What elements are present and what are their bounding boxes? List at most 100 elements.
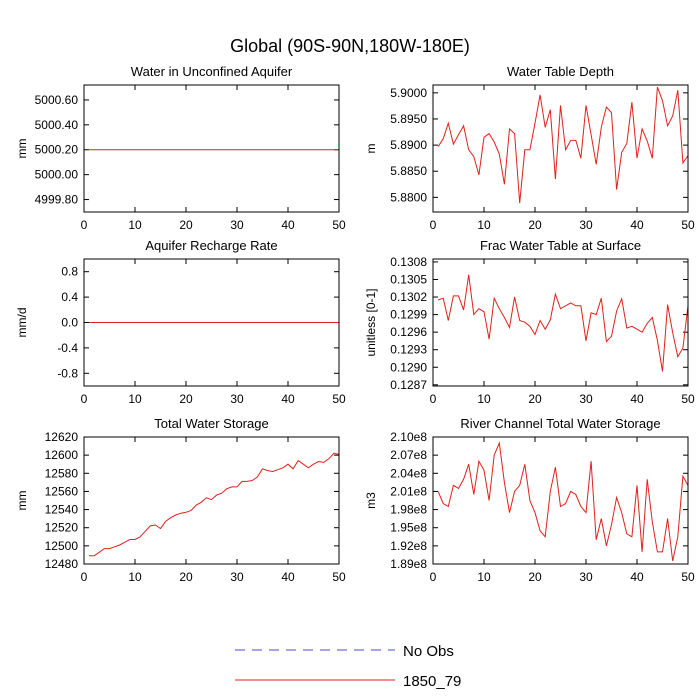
x-tick-label: 10 — [128, 392, 142, 406]
chart-panel-3: Aquifer Recharge Rate 0 10 20 30 40 50 -0.8 -0.4… — [15, 238, 346, 406]
x-tick-label: 40 — [630, 392, 644, 406]
y-axis-label: unitless [0-1] — [364, 288, 378, 356]
x-tick-label: 20 — [528, 218, 542, 232]
x-tick-label: 50 — [332, 218, 346, 232]
x-tick-label: 0 — [430, 570, 437, 584]
series-line-1850_79 — [437, 441, 689, 562]
y-tick-label: 1.95e8 — [390, 521, 427, 535]
x-tick-label: 20 — [528, 392, 542, 406]
y-tick-label: 0.1296 — [390, 325, 427, 339]
x-tick-label: 40 — [281, 392, 295, 406]
x-tick-label: 10 — [477, 570, 491, 584]
x-tick-label: 10 — [477, 392, 491, 406]
y-axis-label: m — [364, 144, 378, 154]
x-tick-label: 50 — [681, 392, 695, 406]
y-axis-label: mm — [15, 491, 29, 511]
y-tick-label: 12600 — [45, 448, 79, 462]
chart-title: Water Table Depth — [507, 64, 614, 79]
x-tick-label: 10 — [477, 218, 491, 232]
y-tick-label: 5000.00 — [35, 168, 79, 182]
chart-panel-6: River Channel Total Water Storage 0 10 20 30… — [364, 416, 695, 584]
x-tick-label: 30 — [579, 570, 593, 584]
y-tick-label: 0.1302 — [390, 290, 427, 304]
plot-frame — [83, 436, 340, 565]
y-tick-label: 1.89e8 — [390, 557, 427, 571]
legend-label-no-obs: No Obs — [403, 643, 454, 660]
x-tick-label: 0 — [81, 218, 88, 232]
plot-frame — [432, 436, 689, 565]
legend-label-1850-79: 1850_79 — [403, 673, 461, 690]
y-tick-label: 12480 — [45, 557, 79, 571]
x-tick-label: 40 — [630, 570, 644, 584]
x-tick-label: 20 — [179, 392, 193, 406]
x-tick-label: 50 — [332, 392, 346, 406]
x-tick-label: 40 — [281, 218, 295, 232]
series-line-1850_79 — [437, 86, 689, 204]
series-line-1850_79 — [89, 452, 340, 557]
legend: No Obs 1850_79 — [235, 643, 461, 690]
chart-title: Aquifer Recharge Rate — [145, 238, 277, 253]
y-tick-label: 5000.60 — [35, 93, 79, 107]
x-tick-label: 0 — [81, 392, 88, 406]
y-tick-label: 0.1299 — [390, 308, 427, 322]
x-tick-label: 10 — [128, 570, 142, 584]
y-tick-label: 5.8900 — [390, 138, 427, 152]
x-tick-label: 30 — [579, 392, 593, 406]
plot-frame — [432, 258, 689, 387]
plot-frame — [83, 84, 340, 213]
series-line-1850_79 — [437, 274, 689, 372]
y-tick-label: 5.9000 — [390, 86, 427, 100]
y-tick-label: 12500 — [45, 539, 79, 553]
y-tick-label: 1.92e8 — [390, 539, 427, 553]
y-tick-label: 2.04e8 — [390, 466, 427, 480]
chart-title: Water in Unconfined Aquifer — [131, 64, 293, 79]
x-tick-label: 30 — [230, 218, 244, 232]
x-tick-label: 0 — [81, 570, 88, 584]
y-tick-label: 12620 — [45, 430, 79, 444]
y-tick-label: 2.10e8 — [390, 430, 427, 444]
y-tick-label: 0.1305 — [390, 272, 427, 286]
y-tick-label: 12520 — [45, 521, 79, 535]
x-tick-label: 0 — [430, 218, 437, 232]
chart-title: Total Water Storage — [154, 416, 268, 431]
y-tick-label: 1.98e8 — [390, 503, 427, 517]
plot-frame — [83, 258, 340, 387]
y-tick-label: 5.8850 — [390, 164, 427, 178]
x-tick-label: 50 — [332, 570, 346, 584]
chart-panel-1: Water in Unconfined Aquifer 0 10 20 30 40 50 49… — [15, 64, 346, 232]
y-tick-label: 5000.40 — [35, 118, 79, 132]
y-axis-label: m3 — [364, 492, 378, 509]
y-axis-label: mm — [15, 139, 29, 159]
chart-panel-2: Water Table Depth 0 10 20 30 40 50 5.8800 5.8850… — [364, 64, 695, 232]
x-tick-label: 50 — [681, 570, 695, 584]
y-tick-label: 0.1290 — [390, 360, 427, 374]
y-tick-label: 12560 — [45, 484, 79, 498]
x-tick-label: 0 — [430, 392, 437, 406]
y-tick-label: 0.8 — [61, 265, 78, 279]
x-tick-label: 20 — [179, 570, 193, 584]
y-tick-label: 0.0 — [61, 316, 78, 330]
x-tick-label: 40 — [630, 218, 644, 232]
y-tick-label: 5000.20 — [35, 143, 79, 157]
y-tick-label: 5.8800 — [390, 190, 427, 204]
chart-panel-4: Frac Water Table at Surface 0 10 20 30 40 50 0.… — [364, 238, 695, 406]
x-tick-label: 50 — [681, 218, 695, 232]
y-tick-label: 0.4 — [61, 290, 78, 304]
x-tick-label: 30 — [230, 392, 244, 406]
chart-title: Frac Water Table at Surface — [480, 238, 641, 253]
x-tick-label: 40 — [281, 570, 295, 584]
x-tick-label: 20 — [528, 570, 542, 584]
y-tick-label: 0.1308 — [390, 255, 427, 269]
y-tick-label: -0.8 — [57, 366, 78, 380]
x-tick-label: 30 — [230, 570, 244, 584]
chart-title: River Channel Total Water Storage — [460, 416, 660, 431]
figure-title: Global (90S-90N,180W-180E) — [230, 36, 470, 56]
plot-frame — [432, 84, 689, 213]
y-tick-label: 12540 — [45, 503, 79, 517]
y-axis-label: mm/d — [15, 308, 29, 338]
x-tick-label: 30 — [579, 218, 593, 232]
y-tick-label: 12580 — [45, 466, 79, 480]
y-tick-label: 0.1293 — [390, 343, 427, 357]
x-tick-label: 20 — [179, 218, 193, 232]
